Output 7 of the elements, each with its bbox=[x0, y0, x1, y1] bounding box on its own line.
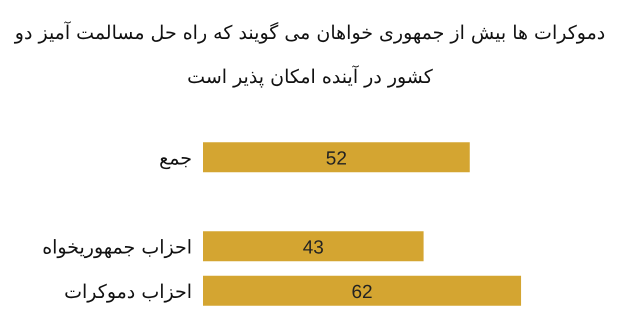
y-tick-label: احزاب دموکرات bbox=[64, 280, 192, 303]
data-label: 43 bbox=[302, 237, 324, 258]
data-label: 62 bbox=[351, 282, 373, 303]
y-tick-label: احزاب جمهوریخواه bbox=[42, 236, 192, 258]
chart-title: دموکرات ها بیش از جمهوری خواهان می گویند که راه حل مسالمت آمیز دو کشور در آینده امکان پذیر است bbox=[13, 20, 606, 90]
y-tick-label: جمع bbox=[159, 147, 192, 170]
data-label: 52 bbox=[326, 148, 347, 170]
